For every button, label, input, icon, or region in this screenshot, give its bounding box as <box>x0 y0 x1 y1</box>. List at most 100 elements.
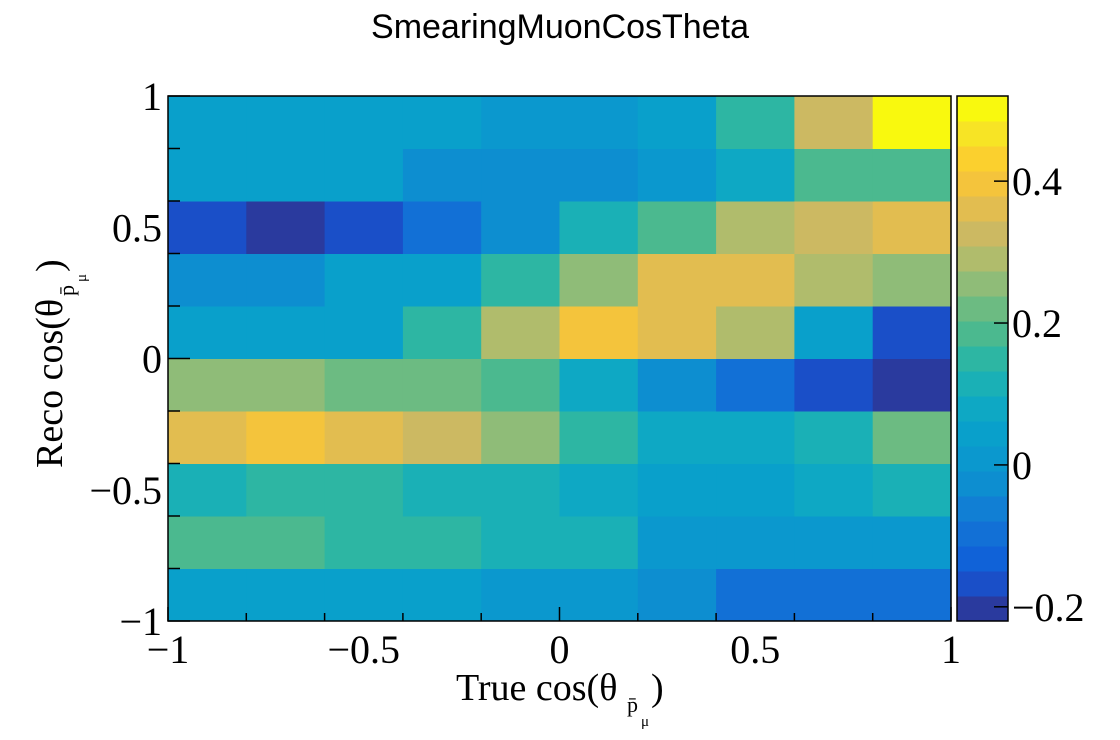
heatmap-cell <box>246 306 326 359</box>
color-scale-tick-label: −0.2 <box>1012 585 1085 630</box>
color-scale-frame <box>956 95 1009 622</box>
color-scale-band <box>957 271 1008 297</box>
heatmap-cell <box>324 253 404 307</box>
heatmap-cells <box>168 96 952 622</box>
color-scale-band <box>957 171 1008 197</box>
heatmap-cell <box>324 568 404 622</box>
x-tick-label: −0.5 <box>327 627 400 672</box>
heatmap-cell <box>872 253 952 307</box>
color-scale-band <box>957 196 1008 222</box>
heatmap-cell <box>794 411 874 464</box>
heatmap-cell <box>402 568 482 622</box>
heatmap-cell <box>246 516 326 569</box>
color-scale-band <box>957 546 1008 572</box>
heatmap-cell <box>559 411 639 464</box>
color-scale-tick-label: 0.4 <box>1012 159 1062 204</box>
heatmap-cell <box>402 358 482 412</box>
heatmap-cell <box>324 358 404 412</box>
heatmap-cell <box>324 148 404 202</box>
heatmap-cell <box>716 568 795 622</box>
y-axis: −1 −0.5 0 0.5 1 <box>89 74 190 644</box>
heatmap-cell <box>324 411 404 464</box>
heatmap-cell <box>402 516 482 569</box>
heatmap-cell <box>872 96 952 149</box>
x-tick-label: −1 <box>147 627 190 672</box>
heatmap-cell <box>637 358 717 412</box>
color-scale-band <box>957 371 1008 397</box>
color-scale-band <box>957 596 1008 622</box>
heatmap-cell <box>246 568 326 622</box>
heatmap-cell <box>716 201 795 254</box>
heatmap-cell <box>716 253 795 307</box>
heatmap-cell <box>716 96 795 149</box>
heatmap-cell <box>246 148 326 202</box>
heatmap-cell <box>168 411 247 464</box>
heatmap-cell <box>168 253 247 307</box>
heatmap-cell <box>246 253 326 307</box>
color-scale-band <box>957 346 1008 372</box>
heatmap-cell <box>402 201 482 254</box>
heatmap-cell <box>716 358 795 412</box>
heatmap-cell <box>872 201 952 254</box>
heatmap-cell <box>559 568 639 622</box>
heatmap-cell <box>794 568 874 622</box>
heatmap-cell <box>637 201 717 254</box>
heatmap-cell <box>324 306 404 359</box>
heatmap-cell <box>246 358 326 412</box>
heatmap-cell <box>402 96 482 149</box>
heatmap-cell <box>402 148 482 202</box>
y-axis-label-subscript: p̄ <box>54 285 79 296</box>
color-scale-bar: −0.2 0 0.2 0.4 <box>956 95 1085 630</box>
heatmap-cell <box>481 568 560 622</box>
heatmap-cell <box>637 411 717 464</box>
heatmap-cell <box>481 148 560 202</box>
color-scale-band <box>957 446 1008 472</box>
heatmap-cell <box>794 516 874 569</box>
heatmap-cell <box>559 96 639 149</box>
y-tick-label: 1 <box>142 74 162 119</box>
heatmap-cell <box>481 358 560 412</box>
y-tick-label: −1 <box>119 599 162 644</box>
heatmap-cell <box>637 463 717 517</box>
heatmap-cell <box>246 463 326 517</box>
heatmap-cell <box>559 463 639 517</box>
heatmap-cell <box>559 358 639 412</box>
color-scale-band <box>957 296 1008 322</box>
y-tick-label: 0.5 <box>112 205 162 250</box>
color-scale-band <box>957 121 1008 147</box>
heatmap-cell <box>481 96 560 149</box>
color-scale-band <box>957 421 1008 447</box>
color-scale-band <box>957 396 1008 422</box>
heatmap-cell <box>168 463 247 517</box>
heatmap-cell <box>324 96 404 149</box>
color-scale-band <box>957 521 1008 547</box>
color-scale-band <box>957 496 1008 522</box>
heatmap-cell <box>872 358 952 412</box>
heatmap-cell <box>637 148 717 202</box>
heatmap-cell <box>481 201 560 254</box>
heatmap-cell <box>246 411 326 464</box>
heatmap-cell <box>481 306 560 359</box>
heatmap-cell <box>402 411 482 464</box>
x-axis-label: True cos(θ p̄ μ ) <box>456 667 664 730</box>
x-tick-label: 1 <box>941 627 961 672</box>
heatmap-cell <box>324 201 404 254</box>
heatmap-cell <box>637 516 717 569</box>
heatmap-cell <box>794 96 874 149</box>
x-tick-label: 0.5 <box>730 627 780 672</box>
heatmap-cell <box>168 568 247 622</box>
chart-title: SmearingMuonCosTheta <box>371 8 749 46</box>
heatmap-cell <box>637 568 717 622</box>
heatmap-cell <box>168 201 247 254</box>
x-axis: −1 −0.5 0 0.5 1 <box>147 607 961 672</box>
heatmap-cell <box>168 306 247 359</box>
heatmap-cell <box>637 306 717 359</box>
x-axis-label-close: ) <box>651 667 664 709</box>
heatmap-cell <box>794 201 874 254</box>
heatmap-cell <box>559 253 639 307</box>
heatmap-cell <box>481 411 560 464</box>
heatmap-cell <box>168 358 247 412</box>
heatmap-cell <box>872 463 952 517</box>
y-tick-label: 0 <box>142 337 162 382</box>
color-scale-band <box>957 471 1008 497</box>
